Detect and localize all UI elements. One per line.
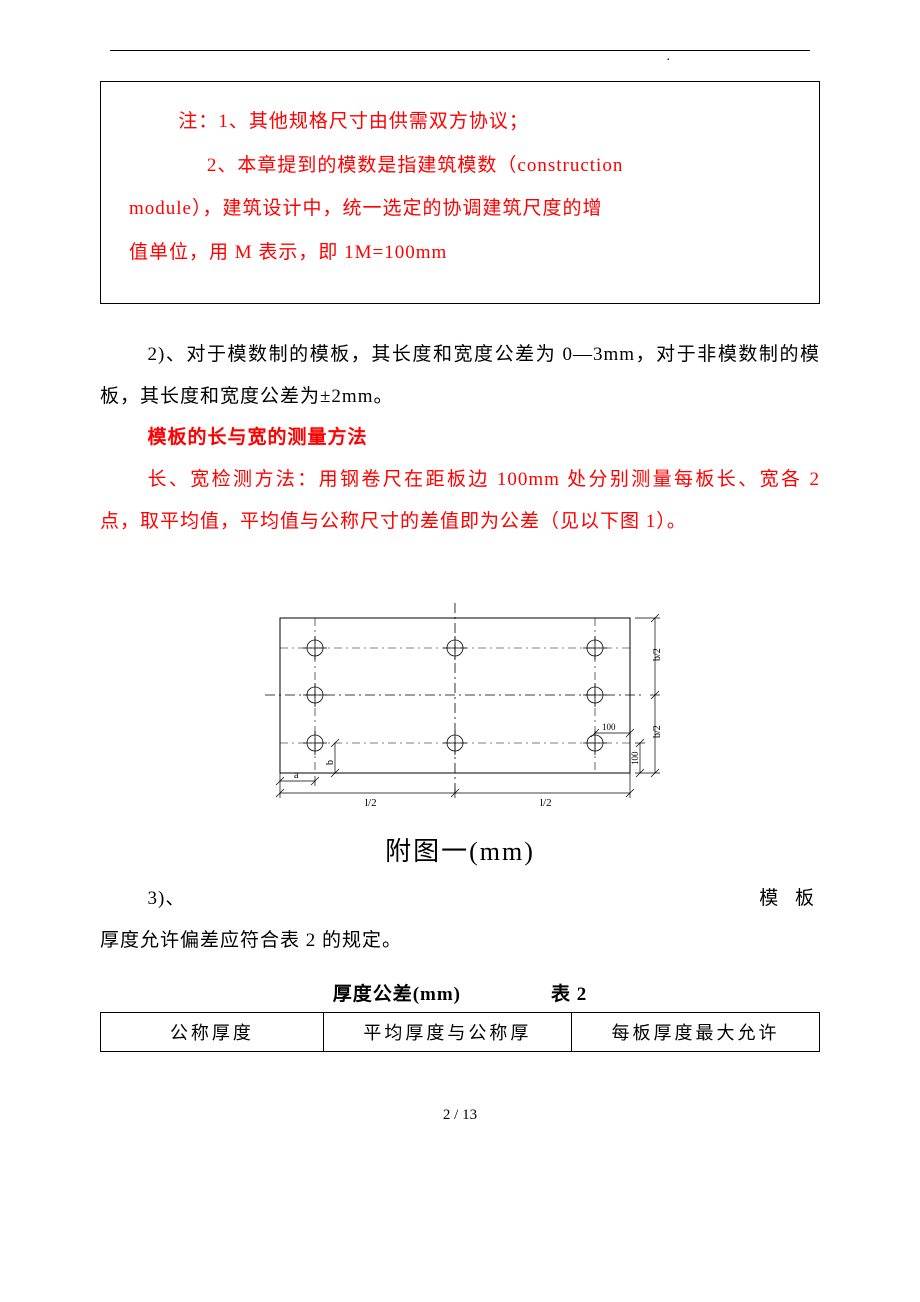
item-3-number: 3)、 bbox=[100, 878, 185, 920]
item-3-line: 3)、 模 板 bbox=[100, 878, 820, 920]
table-header-2: 平均厚度与公称厚 bbox=[323, 1013, 571, 1052]
measurement-diagram-svg: l/2 l/2 a b/2 b/2 100 bbox=[240, 593, 680, 823]
dim-a: a bbox=[294, 770, 299, 781]
dim-l-half-right: l/2 bbox=[540, 797, 552, 809]
note-box: 注：1、其他规格尺寸由供需双方协议； 2、本章提到的模数是指建筑模数（const… bbox=[100, 81, 820, 304]
dim-100-h: 100 bbox=[602, 722, 616, 732]
thickness-tolerance-table: 公称厚度 平均厚度与公称厚 每板厚度最大允许 bbox=[100, 1012, 820, 1052]
note-line-2c: 值单位，用 M 表示，即 1M=100mm bbox=[129, 231, 791, 275]
table2-title-row: 厚度公差(mm) 表 2 bbox=[100, 979, 820, 1006]
paragraph-2: 2)、对于模数制的模板，其长度和宽度公差为 0—3mm，对于非模数制的模板，其长… bbox=[100, 334, 820, 418]
heading-measure-method: 模板的长与宽的测量方法 bbox=[100, 417, 820, 459]
table2-title: 厚度公差(mm) bbox=[333, 979, 461, 1006]
note-line-1: 注：1、其他规格尺寸由供需双方协议； bbox=[129, 100, 791, 144]
note-line-2a: 2、本章提到的模数是指建筑模数（construction bbox=[129, 144, 791, 188]
header-rule bbox=[110, 50, 810, 51]
table-header-1: 公称厚度 bbox=[101, 1013, 324, 1052]
dim-b-half-bot: b/2 bbox=[652, 725, 663, 738]
dim-100-v: 100 bbox=[630, 751, 640, 765]
diagram-figure: l/2 l/2 a b/2 b/2 100 bbox=[100, 593, 820, 868]
dim-l-half-left: l/2 bbox=[365, 797, 377, 809]
item-3-right-text: 模 板 bbox=[759, 878, 820, 920]
dim-b-small: b bbox=[325, 760, 336, 765]
table-row: 公称厚度 平均厚度与公称厚 每板厚度最大允许 bbox=[101, 1013, 820, 1052]
diagram-caption: 附图一(mm) bbox=[385, 831, 535, 868]
table2-label: 表 2 bbox=[551, 979, 587, 1006]
paragraph-3-cont: 厚度允许偏差应符合表 2 的规定。 bbox=[100, 920, 820, 962]
page-number: 2 / 13 bbox=[100, 1107, 820, 1124]
note-line-2b: module），建筑设计中，统一选定的协调建筑尺度的增 bbox=[129, 187, 791, 231]
paragraph-measure: 长、宽检测方法：用钢卷尺在距板边 100mm 处分别测量每板长、宽各 2 点，取… bbox=[100, 459, 820, 543]
table-header-3: 每板厚度最大允许 bbox=[571, 1013, 819, 1052]
dim-b-half-top: b/2 bbox=[652, 648, 663, 661]
